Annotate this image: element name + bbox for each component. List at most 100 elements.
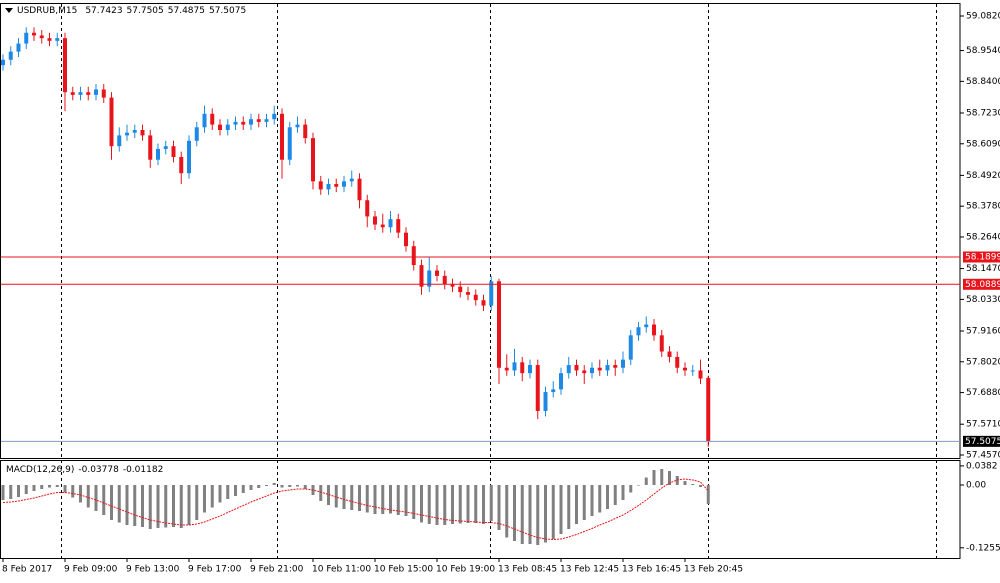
macd-bar [629,485,633,493]
candle-body [690,370,695,372]
macd-bar [71,485,75,498]
candle-body [427,270,432,287]
macd-bar [164,485,168,528]
macd-bar [396,485,400,515]
candle-body [466,292,470,295]
x-tick-label: 9 Feb 09:00 [64,565,118,575]
candle-body [512,362,517,371]
macd-bar [420,485,423,523]
macd-bar [528,485,532,544]
macd-bar [482,485,485,524]
candle-body [473,294,478,301]
macd-bar [373,485,377,514]
macd-bar [559,485,563,534]
candle-body [373,216,377,225]
candle-body [8,51,13,60]
candle-body [187,140,191,174]
macd-bar [683,481,687,485]
candle-body [280,113,284,160]
macd-title: MACD(12,26,9) [6,465,74,475]
x-tick-label: 9 Feb 17:00 [188,565,242,575]
candle-body [644,324,649,328]
macd-bar [582,485,586,520]
macd-bar [241,485,245,493]
macd-bar [148,485,152,529]
last-low: 57.4875 [168,6,205,16]
candle-body [272,113,277,120]
macd-bar [179,485,183,528]
candle-body [334,184,339,187]
macd-bar [24,485,28,494]
macd-bar [55,485,59,487]
candle-body [396,219,401,233]
price-label: 57.5075 [965,437,1000,447]
level-label: 58.1899 [965,253,1000,263]
macd-bar [350,485,354,510]
candle-body [419,265,424,287]
macd-bar [203,485,206,513]
macd-bar [513,485,516,541]
candle-body [295,124,300,128]
candle-body [256,119,261,122]
macd-bar [303,485,307,489]
macd-bar [334,485,338,508]
candle-body [39,35,44,39]
macd-panel-frame [0,460,961,559]
candle-body [621,359,625,368]
macd-bar [280,485,284,488]
x-tick-label: 13 Feb 16:45 [622,565,681,575]
macd-bar [520,485,524,544]
y-tick-label: 58.4920 [966,171,1000,181]
candle-body [497,281,501,368]
candle-body [156,148,160,160]
y-tick-label: 58.1470 [966,264,1000,274]
candle-body [706,377,711,442]
candle-body [311,138,315,182]
y-tick-label: 58.2640 [966,232,1000,242]
candle-body [458,286,463,293]
macd-bar [412,485,416,519]
macd-bar [358,485,361,511]
macd-bar [699,485,702,487]
macd-bar [110,485,113,520]
macd-bar [234,485,237,496]
y-tick-label: 57.4570 [966,451,1000,461]
candle-body [1,59,5,66]
macd-bar [637,485,640,486]
macd-bar [451,485,454,524]
macd-bar [133,485,137,526]
menu-arrow[interactable] [5,8,13,13]
macd-bar [210,485,214,508]
macd-bar [606,485,609,509]
candle-body [582,370,587,374]
x-tick-label: 10 Feb 11:00 [312,565,371,575]
candle-body [55,38,60,41]
candle-body [683,367,687,371]
x-tick-label: 13 Feb 12:45 [560,565,619,575]
macd-bar [536,485,540,545]
signal-value: -0.01182 [123,465,163,475]
candle-body [210,113,215,125]
macd-bar [319,485,323,501]
candle-body [357,178,362,201]
candle-body [287,127,292,160]
macd-bar [706,485,710,504]
candle-body [535,365,540,411]
macd-bar [48,485,51,488]
macd-bar [249,485,253,490]
macd-bar [79,485,82,503]
macd-bar [652,470,656,485]
macd-bar [691,484,695,485]
candle-body [388,219,393,228]
macd-bar [17,485,20,497]
candle-body [109,97,114,147]
macd-bar [156,485,160,528]
macd-bar [125,485,129,525]
macd-bar [257,485,261,488]
macd-bar [489,485,493,521]
candle-body [78,92,83,95]
candle-body [380,224,385,228]
candle-body [566,365,571,374]
macd-bar [272,483,276,485]
candle-body [163,146,168,149]
